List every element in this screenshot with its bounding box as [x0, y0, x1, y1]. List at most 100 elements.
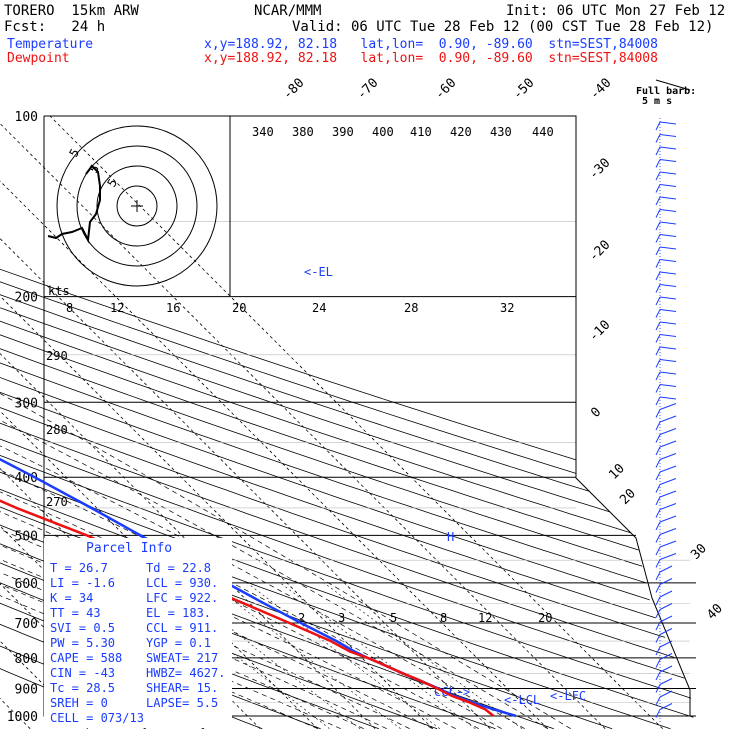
wind-barb [659, 171, 677, 175]
wind-barb [659, 134, 677, 137]
hodograph-ring [76, 145, 198, 267]
dry-adiabat-line [0, 116, 695, 730]
theta-label: 390 [332, 125, 354, 139]
pressure-label: 200 [15, 291, 38, 306]
temperature-legend: Temperature [7, 37, 94, 52]
parcel-info-row: CAPE = 588 [50, 651, 122, 665]
parcel-info-title: Parcel Info [86, 541, 172, 556]
parcel-info-row: HWBZ= 4627. [146, 666, 225, 680]
theta-label: 420 [450, 125, 472, 139]
wind-barb-flag [655, 646, 661, 656]
wind-barb [659, 640, 673, 648]
wind-barb [659, 384, 677, 387]
parcel-info-row: SWEAT= 217 [146, 651, 218, 665]
parcel-info-row: SHEAR= 15. [146, 681, 218, 695]
wind-barb [659, 121, 677, 125]
parcel-info-row: Tc = 28.5 [50, 681, 115, 695]
isotherm-label: 40 [704, 601, 726, 623]
wind-barb [659, 565, 673, 573]
isotherm-label: 30 [688, 541, 710, 563]
mixing-ratio-line [280, 582, 476, 729]
wind-barb-flag [655, 584, 661, 593]
wind-barb [659, 271, 677, 275]
wind-barb-flag [655, 184, 661, 193]
wind-barb [659, 246, 677, 250]
mixing-ratio-line [246, 582, 440, 729]
wind-barb-flag [655, 271, 661, 281]
dewpoint-legend: Dewpoint [7, 51, 70, 66]
wind-barbs: Full barb:5 m s [636, 79, 696, 724]
mixing-ratio-label: 3 [338, 611, 345, 625]
isotherm-label: -10 [586, 318, 613, 345]
wind-barb [659, 515, 677, 523]
wind-barb [659, 653, 673, 660]
isotherm-label: -70 [354, 76, 381, 103]
parcel-info-row: SVI = 0.5 [50, 621, 115, 635]
wind-barb-flag [655, 409, 661, 418]
hodograph-ring [116, 185, 158, 227]
model-title: TORERO 15km ARW [4, 3, 139, 19]
wind-barb [659, 440, 677, 448]
wind-barb-flag [655, 284, 661, 293]
wind-barb [659, 221, 677, 225]
theta-label: 410 [410, 125, 432, 139]
wind-barb [659, 334, 677, 337]
wind-barb-flag [655, 671, 661, 681]
moist-adiabat-line [0, 296, 364, 730]
parcel-info-row: LFC = 922. [146, 591, 218, 605]
dry-adiabat-line [0, 116, 695, 730]
wind-barb-flag [655, 171, 661, 181]
wind-barb [659, 296, 677, 300]
wind-barb [659, 590, 673, 598]
mixing-ratio-label: 28 [404, 301, 418, 315]
pressure-label: 700 [15, 617, 38, 632]
chart-border [43, 115, 691, 717]
hodograph-ring [56, 125, 218, 287]
mixing-ratio-label: 24 [312, 301, 326, 315]
wind-barb [659, 453, 677, 460]
wind-barb-flag [655, 384, 661, 393]
isotherm-label: -80 [280, 76, 307, 103]
wind-barb-flag [655, 234, 661, 243]
wind-barb [659, 665, 673, 673]
dry-adiabat-line [0, 116, 695, 730]
sounding-annotation: <-LFC [550, 689, 586, 703]
barb-legend-units: 5 m s [642, 96, 672, 107]
theta-label: 380 [292, 125, 314, 139]
wind-barb [659, 346, 677, 350]
isotherm-label: 10 [606, 461, 628, 483]
wind-barb [659, 259, 677, 262]
moist-adiabat-line [0, 296, 456, 730]
wind-barb [659, 528, 677, 535]
parcel-info-row: EL = 183. [146, 606, 211, 620]
parcel-info-row: TT = 43 [50, 606, 101, 620]
wind-barb-flag [655, 309, 661, 318]
wind-barb [659, 284, 677, 287]
wind-barb-flag [655, 396, 661, 406]
wind-barb [659, 703, 673, 710]
parcel-info-row: PW = 5.30 [50, 636, 115, 650]
wind-barb-flag [655, 446, 661, 456]
parcel-info-row: CCL = 911. [146, 621, 218, 635]
wind-barb-flag [655, 459, 661, 468]
wind-barb-flag [655, 146, 661, 156]
pressure-label: 500 [15, 529, 38, 544]
pressure-label: 800 [15, 652, 38, 667]
mixing-ratio-label: 12 [478, 611, 492, 625]
wind-barb-flag [655, 546, 661, 556]
dry-adiabat-line [0, 116, 695, 730]
moist-adiabat-line [0, 296, 502, 730]
theta-label: 270 [46, 495, 68, 509]
wind-barb-flag [655, 596, 661, 606]
temperature-location: x,y=188.92, 82.18 lat,lon= 0.90, -89.60 … [204, 37, 658, 52]
mixing-ratio-label: 32 [500, 301, 514, 315]
parcel-info-row: SREH = 0 [50, 696, 108, 710]
parcel-info-row: Td = 22.8 [146, 561, 211, 575]
moist-adiabat-line [0, 296, 548, 730]
wind-barb [659, 196, 677, 200]
isotherm-label: -60 [432, 76, 459, 103]
wind-barb-flag [655, 709, 661, 718]
barb-legend-sample [655, 79, 691, 91]
dry-adiabat-line [0, 116, 695, 730]
